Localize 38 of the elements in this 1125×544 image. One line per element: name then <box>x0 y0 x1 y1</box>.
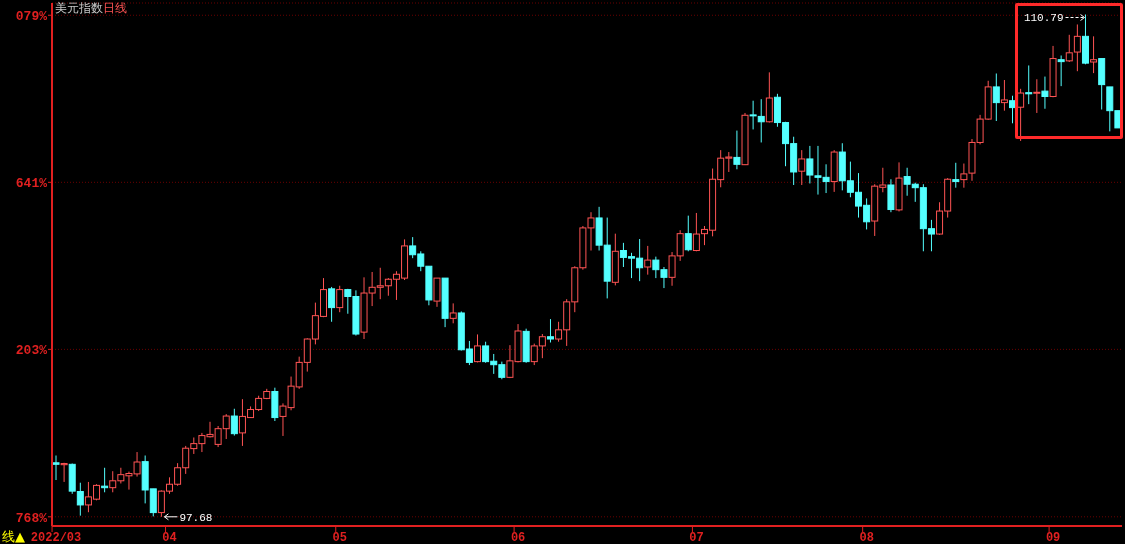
x-tick-label: 06 <box>510 531 526 544</box>
candlestick <box>765 71 773 124</box>
text: 768% <box>15 510 48 526</box>
candlestick <box>474 333 482 363</box>
candlestick <box>52 455 60 481</box>
x-tick-label: 05 <box>332 531 347 544</box>
annotation: 97.68 <box>179 511 213 524</box>
candlestick <box>952 162 960 189</box>
candlestick <box>328 286 336 323</box>
candlestick <box>1090 35 1098 74</box>
x-tick-label: 2022/03 <box>30 531 82 544</box>
candlestick <box>684 215 692 252</box>
text: 线▲ <box>2 528 25 544</box>
x-tick-label: 09 <box>1045 531 1061 544</box>
candlestick <box>798 149 806 186</box>
x-tick-label: 04 <box>162 531 177 544</box>
x-tick-label: 07 <box>689 531 704 544</box>
chart-title: 美元指数 <box>55 1 103 15</box>
chart-subtitle: 日线 <box>103 1 127 15</box>
candlestick <box>1041 76 1049 110</box>
candlestick <box>449 302 457 324</box>
x-tick-label: 08 <box>859 531 874 544</box>
candlestick <box>1000 79 1008 112</box>
text: 203% <box>15 343 48 359</box>
candlestick <box>230 408 238 437</box>
candlestick <box>433 277 441 308</box>
candlestick <box>1057 54 1065 87</box>
candlestick <box>1017 88 1025 142</box>
text: 079% <box>15 9 48 25</box>
text: 641% <box>15 176 48 192</box>
candlestick <box>1025 64 1033 105</box>
candlestick <box>546 318 554 343</box>
annotation: 110.79 <box>1023 12 1064 25</box>
candlestick <box>336 285 344 313</box>
candlestick <box>644 245 652 276</box>
candlestick <box>733 130 741 170</box>
candlestick <box>1033 78 1041 114</box>
candlestick <box>992 73 1000 122</box>
